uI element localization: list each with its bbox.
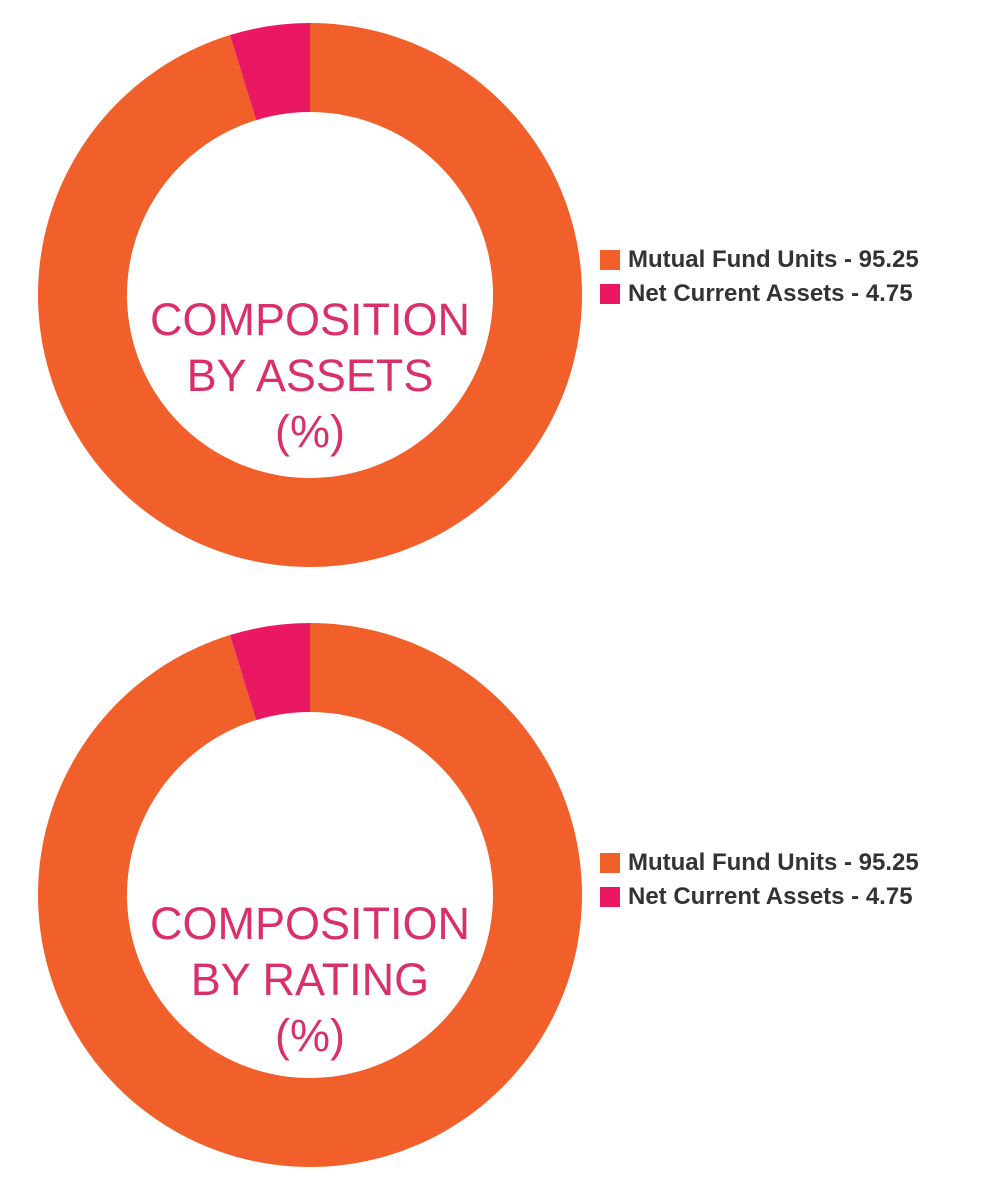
legend-item: Net Current Assets - 4.75 (600, 277, 990, 311)
legend-label: Mutual Fund Units - 95.25 (628, 849, 919, 876)
legend-label: Net Current Assets - 4.75 (628, 883, 913, 910)
donut-slice-mutual-fund-units (38, 23, 583, 567)
legend-item: Mutual Fund Units - 95.25 (600, 846, 990, 880)
donut-slice-net-current-assets (230, 23, 310, 121)
donut-chart (38, 23, 583, 567)
chart-legend: Mutual Fund Units - 95.25 Net Current As… (600, 846, 990, 914)
chart-title-line: BY RATING (190, 954, 430, 1005)
legend-item: Net Current Assets - 4.75 (600, 880, 990, 914)
composition-by-rating-chart: COMPOSITION BY RATING (%) Mutual Fund Un… (0, 600, 1000, 1194)
legend-swatch (600, 250, 620, 270)
legend-item: Mutual Fund Units - 95.25 (600, 243, 990, 277)
legend-swatch (600, 887, 620, 907)
chart-title-line: COMPOSITION (149, 898, 470, 949)
chart-center-title: COMPOSITION BY ASSETS (%) (110, 292, 510, 460)
legend-swatch (600, 853, 620, 873)
chart-title-line: BY ASSETS (186, 350, 434, 401)
legend-label: Net Current Assets - 4.75 (628, 280, 913, 307)
chart-center-title: COMPOSITION BY RATING (%) (110, 896, 510, 1064)
donut-slice-net-current-assets (230, 623, 310, 721)
legend-swatch (600, 284, 620, 304)
chart-title-line: COMPOSITION (149, 294, 470, 345)
legend-label: Mutual Fund Units - 95.25 (628, 246, 919, 273)
donut-chart (38, 623, 583, 1167)
donut-slice-mutual-fund-units (38, 623, 583, 1167)
chart-title-line: (%) (275, 1010, 345, 1061)
chart-title-line: (%) (275, 406, 345, 457)
chart-legend: Mutual Fund Units - 95.25 Net Current As… (600, 243, 990, 311)
composition-by-assets-chart: COMPOSITION BY ASSETS (%) Mutual Fund Un… (0, 0, 1000, 590)
